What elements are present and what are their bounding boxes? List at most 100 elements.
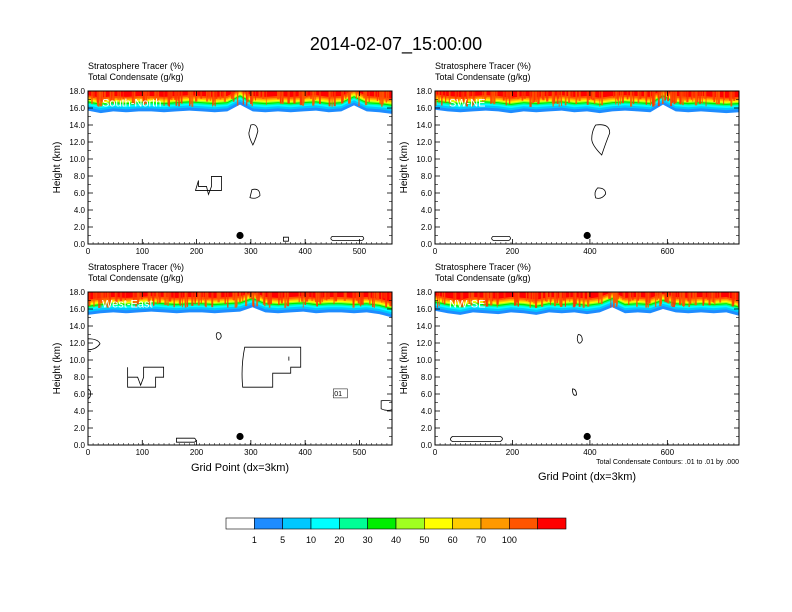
tracer-streak — [568, 91, 571, 103]
tracer-streak — [381, 91, 383, 107]
x-tick-label: 500 — [353, 247, 367, 256]
tracer-streak — [442, 91, 444, 98]
tracer-streak — [574, 292, 576, 300]
tracer-streak — [174, 91, 176, 100]
tracer-streak — [713, 292, 715, 303]
tracer-streak — [586, 91, 589, 105]
colorbar-box — [395, 517, 425, 530]
y-axis-label: Height (km) — [399, 343, 410, 395]
tracer-streak — [629, 292, 632, 302]
tracer-streak — [692, 91, 694, 102]
y-tick-label: 2.0 — [74, 424, 86, 433]
tracer-streak — [328, 91, 331, 98]
tracer-streak — [262, 91, 265, 99]
tracer-streak — [495, 292, 496, 299]
tracer-streak — [654, 292, 657, 307]
tracer-streak — [694, 91, 698, 106]
condensate-contour — [283, 236, 289, 242]
tracer-streak — [575, 91, 578, 104]
tracer-streak — [737, 292, 739, 308]
tracer-streak — [170, 91, 173, 99]
plot-frame — [87, 291, 393, 446]
tracer-streak — [587, 292, 590, 307]
tracer-streak — [435, 91, 437, 106]
tracer-streak — [355, 91, 357, 99]
y-tick-label: 6.0 — [421, 189, 433, 198]
tracer-streak — [529, 292, 531, 308]
figure-title: 2014-02-07_15:00:00 — [310, 34, 482, 55]
panel-title-line-2: Total Condensate (g/kg) — [435, 72, 531, 82]
tracer-streak — [714, 292, 716, 305]
y-tick-label: 0.0 — [421, 240, 433, 249]
tracer-streak — [719, 292, 722, 303]
tracer-streak — [667, 91, 669, 101]
tracer-streak — [507, 91, 509, 98]
tracer-streak — [682, 91, 684, 106]
tracer-streak — [572, 292, 575, 308]
tracer-streak — [657, 91, 660, 107]
tracer-streak — [550, 292, 552, 302]
tracer-streak — [91, 91, 93, 104]
tracer-streak — [96, 292, 98, 300]
colorbar-box — [537, 517, 567, 530]
tracer-streak — [477, 292, 480, 304]
tracer-streak — [212, 91, 215, 106]
tracer-streak — [588, 91, 590, 100]
tracer-streak — [155, 292, 158, 299]
tracer-streak — [333, 91, 336, 107]
tracer-streak — [146, 91, 148, 99]
tracer-streak — [613, 91, 615, 97]
y-tick-label: 6.0 — [74, 189, 86, 198]
tracer-streak — [442, 292, 443, 303]
tracer-streak — [313, 91, 315, 104]
tracer-streak — [315, 292, 318, 305]
panel-title-line-1: Stratosphere Tracer (%) — [435, 262, 531, 272]
x-tick-label: 100 — [136, 247, 150, 256]
tracer-band-max — [435, 292, 739, 301]
colorbar-box — [509, 517, 538, 530]
tracer-streak — [178, 292, 180, 304]
tracer-streak — [280, 91, 282, 104]
tracer-streak — [617, 292, 619, 300]
tracer-streak — [236, 292, 238, 307]
tracer-streak — [540, 91, 543, 98]
plot-area: .01 — [88, 292, 392, 445]
tracer-streak — [341, 91, 344, 104]
colorbar-label: 50 — [419, 535, 429, 545]
x-tick-label: 400 — [583, 247, 597, 256]
tracer-streak — [98, 292, 100, 308]
tracer-streak — [200, 91, 203, 99]
y-tick-label: 12.0 — [416, 138, 432, 147]
colorbar-box — [282, 517, 312, 530]
tracer-streak — [474, 91, 476, 102]
tracer-streak — [675, 292, 676, 305]
tracer-streak — [374, 91, 376, 98]
tracer-streak — [578, 292, 581, 307]
tracer-streak — [278, 91, 281, 99]
tracer-streak — [223, 91, 226, 102]
tracer-streak — [680, 91, 682, 102]
tracer-streak — [694, 292, 697, 306]
y-tick-label: 2.0 — [74, 223, 86, 232]
tracer-streak — [521, 91, 524, 101]
tracer-streak — [518, 292, 520, 301]
tracer-streak — [731, 91, 734, 99]
tracer-streak — [346, 91, 348, 98]
tracer-streak — [154, 91, 157, 101]
panel-title-line-2: Total Condensate (g/kg) — [88, 273, 184, 283]
tracer-streak — [552, 91, 554, 107]
tracer-streak — [195, 91, 197, 102]
tracer-streak — [600, 292, 603, 304]
x-tick-label: 200 — [190, 247, 204, 256]
tracer-streak — [461, 292, 463, 302]
tracer-streak — [139, 292, 141, 300]
y-tick-label: 10.0 — [416, 356, 432, 365]
tracer-streak — [441, 91, 443, 106]
tracer-streak — [619, 91, 621, 105]
colorbar-label: 5 — [280, 535, 285, 545]
tracer-streak — [245, 292, 248, 307]
tracer-streak — [122, 91, 124, 107]
x-tick-label: 400 — [298, 448, 312, 457]
tracer-streak — [287, 91, 289, 104]
tracer-streak — [465, 91, 468, 107]
